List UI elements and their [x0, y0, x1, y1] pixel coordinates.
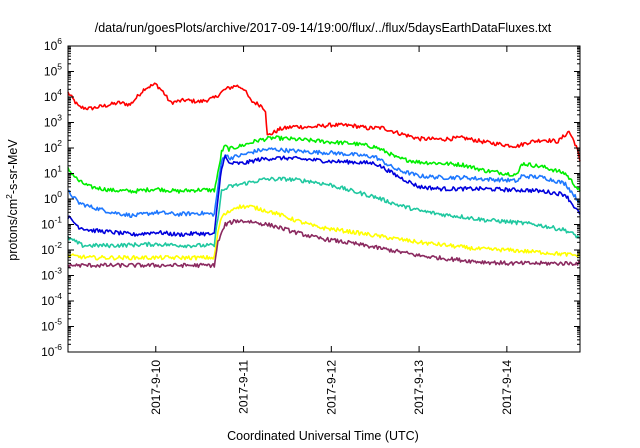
y-tick-label: 104	[44, 87, 62, 104]
series-line-2	[67, 135, 581, 194]
y-tick-label: 10-3	[41, 266, 62, 283]
series-line-3	[67, 147, 581, 218]
x-axis-label: Coordinated Universal Time (UTC)	[227, 429, 419, 443]
y-tick-label: 105	[44, 62, 62, 79]
x-tick-label: 2017-9-13	[412, 360, 426, 415]
x-tick-label: 2017-9-11	[237, 360, 251, 414]
x-tick-label: 2017-9-10	[149, 360, 163, 415]
series-line-4	[67, 155, 581, 238]
y-axis-label: protons/cm2-s-sr-MeV	[4, 139, 20, 261]
y-tick-label: 10-5	[41, 317, 62, 334]
y-tick-label: 10-2	[41, 240, 62, 257]
y-tick-label: 10-4	[41, 291, 62, 308]
series-line-5	[67, 176, 581, 249]
series-line-1	[67, 82, 581, 162]
series-line-7	[67, 218, 581, 269]
y-tick-label: 10-6	[41, 342, 62, 359]
plot-frame	[67, 45, 581, 353]
y-tick-label: 101	[44, 164, 62, 181]
axis-layer: 10-6 10-5 10-4 10-3 10-2 10-1 100 101 102 103 104 1…	[41, 36, 580, 415]
y-tick-label: 100	[44, 189, 62, 206]
chart-title: /data/run/goesPlots/archive/2017-09-14/1…	[95, 21, 552, 35]
y-tick-label: 102	[44, 138, 62, 155]
x-tick-label: 2017-9-14	[500, 360, 514, 415]
series-line-6	[67, 204, 581, 261]
series-layer	[67, 82, 581, 269]
x-tick-label: 2017-9-12	[324, 360, 338, 415]
y-tick-label: 10-1	[41, 215, 62, 232]
y-tick-label: 106	[44, 36, 62, 53]
y-tick-label: 103	[44, 113, 62, 130]
